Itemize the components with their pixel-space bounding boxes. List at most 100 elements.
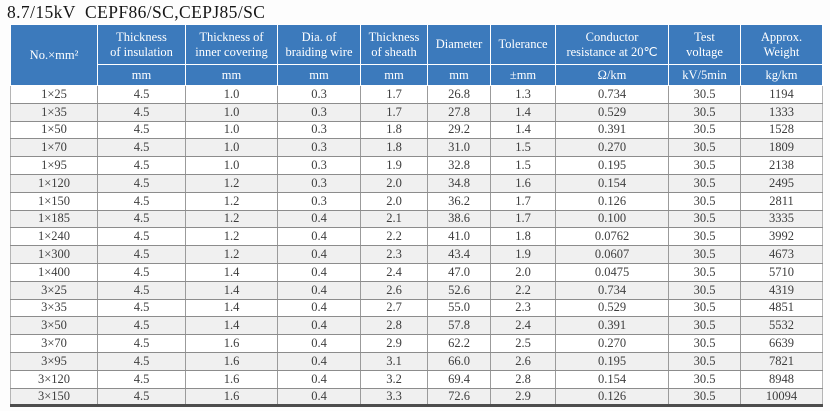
data-cell: 0.391 [555,120,669,140]
data-cell: 1.8 [490,227,556,247]
data-cell: 1.0 [185,120,278,140]
data-cell: 30.5 [668,280,741,300]
row-size-cell: 3×95 [10,351,98,371]
data-cell: 1.4 [490,102,556,122]
data-cell: 4.5 [97,245,186,264]
data-cell: 30.5 [668,298,741,318]
col-header-approx-weight: Approx. Weight [740,24,823,65]
table-body: 1×25 4.5 1.0 0.3 1.7 26.8 1.3 0.734 30.5 1194 1×35… [10,85,823,407]
col-header-sheath-thickness: Thickness of sheath [360,24,428,65]
data-cell: 1.7 [490,191,556,211]
data-cell: 0.126 [555,191,669,211]
row-size-cell: 1×95 [10,156,98,175]
data-cell: 30.5 [668,209,741,229]
data-cell: 1.2 [185,227,278,247]
row-size-cell: 3×120 [10,369,98,389]
row-size-cell: 1×25 [10,85,98,104]
data-cell: 1.4 [185,316,278,336]
col-header-diameter: Diameter [427,24,491,65]
table-row: 1×300 4.5 1.2 0.4 2.3 43.4 1.9 0.0607 30.5 4673 [10,245,823,264]
data-cell: 2.0 [360,191,428,211]
data-cell: 0.195 [555,351,669,371]
data-cell: 30.5 [668,227,741,247]
data-cell: 30.5 [668,387,741,407]
data-cell: 1.9 [360,156,428,175]
unit-approx-weight: kg/km [740,64,823,86]
unit-diameter: mm [427,64,491,86]
data-cell: 1.2 [185,173,278,193]
table-row: 3×35 4.5 1.4 0.4 2.7 55.0 2.3 0.529 30.5 4851 [10,298,823,318]
row-size-cell: 1×240 [10,227,98,247]
table-row: 3×50 4.5 1.4 0.4 2.8 57.8 2.4 0.391 30.5 5532 [10,316,823,336]
data-cell: 26.8 [427,85,491,104]
table-row: 3×120 4.5 1.6 0.4 3.2 69.4 2.8 0.154 30.5 8948 [10,369,823,389]
data-cell: 1333 [740,102,823,122]
header-label-row: No.×mm² Thickness of insulation Thicknes… [10,24,823,86]
table-row: 1×25 4.5 1.0 0.3 1.7 26.8 1.3 0.734 30.5 1194 [10,85,823,104]
row-size-cell: 1×150 [10,191,98,211]
data-cell: 1.4 [185,298,278,318]
data-cell: 2.2 [360,227,428,247]
data-cell: 0.126 [555,387,669,407]
data-cell: 4.5 [97,156,186,175]
data-cell: 0.270 [555,138,669,158]
data-cell: 1.7 [360,102,428,122]
data-cell: 4.5 [97,369,186,389]
table-row: 1×150 4.5 1.2 0.3 2.0 36.2 1.7 0.126 30.5 2811 [10,191,823,211]
data-cell: 1.5 [490,156,556,175]
data-cell: 30.5 [668,173,741,193]
data-cell: 0.0475 [555,262,669,282]
data-cell: 1.0 [185,85,278,104]
unit-tolerance: ±mm [490,64,556,86]
data-cell: 1.7 [360,85,428,104]
data-cell: 0.4 [277,227,361,247]
table-row: 1×400 4.5 1.4 0.4 2.4 47.0 2.0 0.0475 30.5 5710 [10,262,823,282]
data-cell: 2.6 [490,351,556,371]
data-cell: 2.8 [360,316,428,336]
row-size-cell: 3×70 [10,334,98,353]
table-header: No.×mm² Thickness of insulation Thicknes… [10,24,823,86]
data-cell: 0.0607 [555,245,669,264]
data-cell: 32.8 [427,156,491,175]
data-cell: 55.0 [427,298,491,318]
data-cell: 2.4 [360,262,428,282]
data-cell: 66.0 [427,351,491,371]
data-cell: 4319 [740,280,823,300]
data-cell: 4.5 [97,209,186,229]
data-cell: 1.8 [360,138,428,158]
data-cell: 57.8 [427,316,491,336]
data-cell: 4851 [740,298,823,318]
data-cell: 1.6 [185,387,278,407]
table-row: 3×70 4.5 1.6 0.4 2.9 62.2 2.5 0.270 30.5 6639 [10,334,823,353]
data-cell: 3.3 [360,387,428,407]
col-header-insulation-thickness: Thickness of insulation [97,24,186,65]
data-cell: 3.2 [360,369,428,389]
col-header-braiding-wire-dia: Dia. of braiding wire [277,24,361,65]
data-cell: 62.2 [427,334,491,353]
data-cell: 4.5 [97,280,186,300]
data-cell: 0.3 [277,173,361,193]
data-cell: 1.3 [490,85,556,104]
row-size-cell: 3×35 [10,298,98,318]
col-header-tolerance: Tolerance [490,24,556,65]
data-cell: 69.4 [427,369,491,389]
data-cell: 2.4 [490,316,556,336]
data-cell: 0.270 [555,334,669,353]
data-cell: 30.5 [668,262,741,282]
data-cell: 1.8 [360,120,428,140]
data-cell: 30.5 [668,334,741,353]
data-cell: 4.5 [97,138,186,158]
data-cell: 4673 [740,245,823,264]
unit-insulation-thickness: mm [97,64,186,86]
row-size-cell: 1×35 [10,102,98,122]
data-cell: 30.5 [668,85,741,104]
data-cell: 4.5 [97,351,186,371]
data-cell: 43.4 [427,245,491,264]
data-cell: 4.5 [97,102,186,122]
data-cell: 1.5 [490,138,556,158]
data-cell: 2.1 [360,209,428,229]
data-cell: 0.4 [277,316,361,336]
data-cell: 0.100 [555,209,669,229]
header-unit-row: mm mm mm mm mm ±mm Ω/km kV/5min kg/km [11,64,823,86]
data-cell: 0.391 [555,316,669,336]
